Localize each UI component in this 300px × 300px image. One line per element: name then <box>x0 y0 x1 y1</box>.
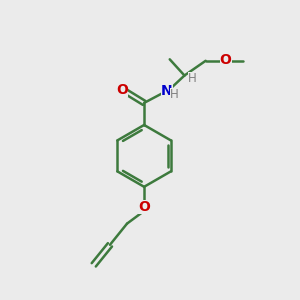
Text: O: O <box>138 200 150 214</box>
Text: N: N <box>161 83 172 98</box>
Text: H: H <box>170 88 178 101</box>
Text: O: O <box>220 52 232 67</box>
Text: H: H <box>188 72 197 85</box>
Text: O: O <box>116 82 128 97</box>
